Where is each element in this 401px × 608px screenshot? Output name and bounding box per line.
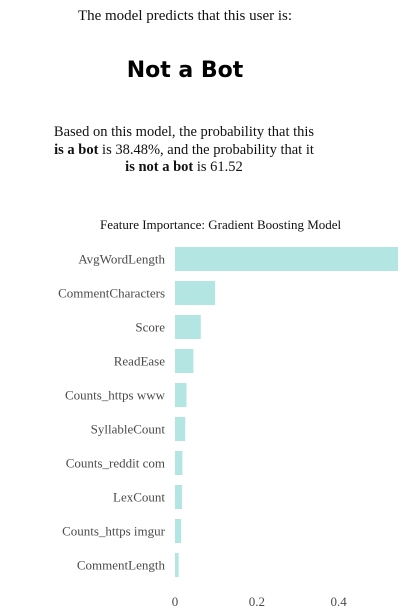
chart-title: Feature Importance: Gradient Boosting Mo… [100,217,342,232]
probability-line-3: is not a bot is 61.52 [14,159,354,177]
bar-avgwordlength [175,247,398,271]
bar-counts-reddit-com [175,451,183,475]
bar-commentlength [175,553,179,577]
bar-syllablecount [175,417,186,441]
not-bot-probability: is 61.52 [196,159,243,175]
bot-probability: is 38.48%, and the probability that it [102,141,314,158]
probability-line-1: Based on this model, the probability tha… [53,124,315,140]
bar-score [175,315,201,339]
x-tick-label: 0.2 [249,594,265,608]
is-a-bot-label: is a bot [54,141,99,158]
category-label: Score [135,320,165,335]
bar-lexcount [175,485,182,509]
probability-text: Based on this model, the probability tha… [14,124,354,177]
category-label: SyllableCount [91,422,166,437]
bar-commentcharacters [175,281,216,305]
category-label: Counts_https imgur [62,524,166,539]
category-label: AvgWordLength [78,252,165,267]
category-label: CommentCharacters [58,286,165,301]
category-label: ReadEase [114,354,165,369]
bar-counts-https-www [175,383,187,407]
x-tick-label: 0 [172,594,179,608]
feature-importance-chart: AvgWordLength CommentCharacters Score ReadE… [58,247,398,608]
x-tick-label: 0.4 [331,594,348,608]
category-label: CommentLength [77,558,166,573]
prediction-intro: The model predicts that this user is: [77,8,293,24]
probability-line-2: is a bot is 38.48%, and the probability … [14,142,354,160]
bar-readease [175,349,194,373]
bar-counts-https-imgur [175,519,182,543]
category-label: Counts_https www [65,388,166,403]
category-label: Counts_reddit com [66,456,165,471]
prediction-verdict: Not a Bot [126,58,244,83]
is-not-a-bot-label: is not a bot [125,159,194,175]
category-label: LexCount [113,490,165,505]
